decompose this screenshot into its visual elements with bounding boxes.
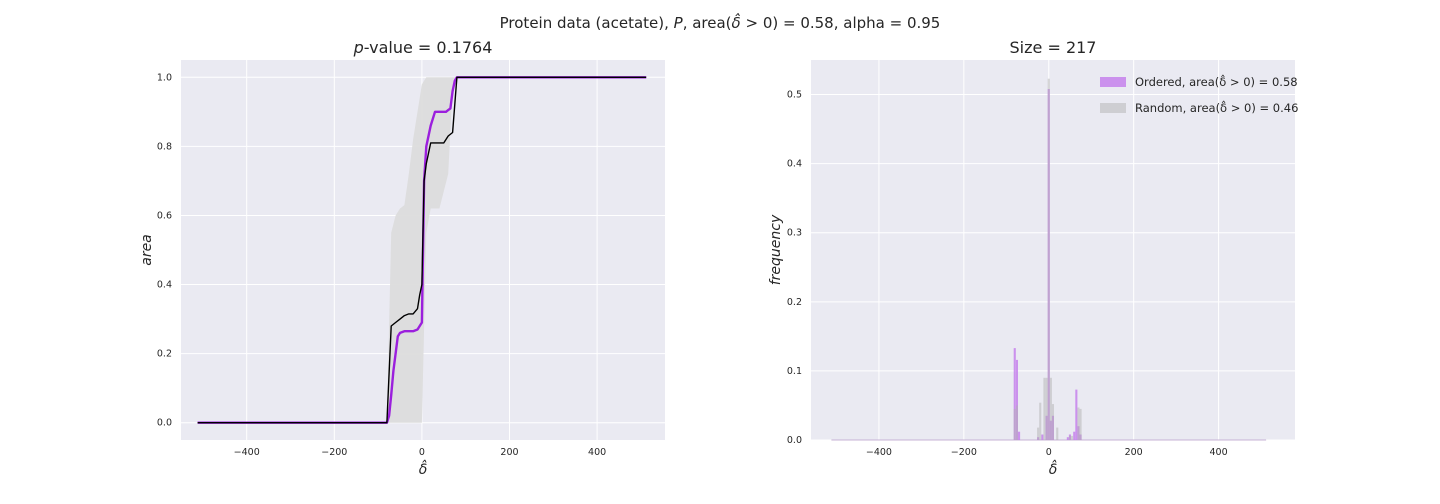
right-y-ticks: 0.0 0.1 0.2 0.3 0.4 0.5 bbox=[787, 90, 802, 446]
right-x-ticks: −400 −200 0 200 400 bbox=[866, 447, 1228, 458]
ordered-histogram-bar bbox=[1041, 434, 1044, 440]
right-x-tick-label: 0 bbox=[1046, 447, 1052, 458]
right-y-tick-label: 0.5 bbox=[787, 90, 802, 101]
right-y-axis-label: frequency bbox=[768, 214, 784, 285]
right-y-tick-label: 0.2 bbox=[787, 297, 802, 308]
random-histogram-bar bbox=[1013, 408, 1016, 440]
random-histogram-bar bbox=[1043, 377, 1046, 440]
ordered-histogram-bar bbox=[1066, 437, 1069, 440]
left-x-tick-label: −200 bbox=[321, 447, 347, 458]
left-y-tick-label: 0.6 bbox=[157, 210, 172, 221]
left-y-tick-label: 0.8 bbox=[157, 141, 172, 152]
left-y-axis-label: area bbox=[139, 234, 155, 266]
left-x-axis-label: δ̂ bbox=[419, 459, 428, 478]
left-x-tick-label: 0 bbox=[419, 447, 425, 458]
random-histogram-bar bbox=[1047, 78, 1050, 440]
right-histogram-bars bbox=[831, 78, 1267, 441]
right-x-tick-label: −200 bbox=[951, 447, 977, 458]
left-x-tick-label: 400 bbox=[588, 447, 606, 458]
left-x-tick-label: 200 bbox=[500, 447, 518, 458]
legend-swatch-random bbox=[1100, 103, 1126, 113]
ordered-histogram-bar bbox=[1075, 389, 1078, 440]
right-panel-title: Size = 217 bbox=[1010, 38, 1097, 57]
random-histogram-bar bbox=[1068, 435, 1071, 440]
ordered-histogram-bar bbox=[1013, 348, 1016, 440]
random-histogram-bar bbox=[1071, 435, 1074, 440]
legend-swatch-ordered bbox=[1100, 77, 1126, 87]
left-panel-title: p-value = 0.1764 bbox=[353, 38, 493, 57]
left-y-ticks: 0.0 0.2 0.4 0.6 0.8 1.0 bbox=[157, 72, 172, 428]
right-y-tick-label: 0.1 bbox=[787, 366, 802, 377]
figure-suptitle: Protein data (acetate), P, area(δ̂ > 0) … bbox=[500, 12, 941, 32]
random-histogram-bar bbox=[1051, 404, 1054, 440]
random-histogram-bar bbox=[1015, 405, 1018, 440]
right-plot-area bbox=[811, 60, 1295, 440]
right-y-tick-label: 0.3 bbox=[787, 228, 802, 239]
left-y-tick-label: 0.0 bbox=[157, 418, 172, 429]
random-histogram-bar bbox=[1049, 377, 1052, 440]
left-x-tick-label: −400 bbox=[234, 447, 260, 458]
legend-label-random: Random, area(δ̂ > 0) = 0.46 bbox=[1135, 99, 1298, 115]
ordered-histogram-bar bbox=[1073, 431, 1076, 440]
left-y-tick-label: 1.0 bbox=[157, 72, 172, 83]
random-histogram-bar bbox=[1077, 407, 1080, 440]
ordered-histogram-bar bbox=[1015, 359, 1018, 440]
right-y-tick-label: 0.0 bbox=[787, 435, 802, 446]
random-histogram-bar bbox=[1037, 427, 1040, 440]
left-x-ticks: −400 −200 0 200 400 bbox=[234, 447, 607, 458]
random-histogram-bar bbox=[1039, 402, 1042, 440]
right-x-tick-label: 200 bbox=[1125, 447, 1143, 458]
right-panel-histogram: −400 −200 0 200 400 0.0 0.1 0.2 0.3 0.4 0.5 Size … bbox=[768, 38, 1298, 478]
legend-label-ordered: Ordered, area(δ̂ > 0) = 0.58 bbox=[1135, 73, 1298, 89]
random-histogram-bar bbox=[1079, 408, 1082, 440]
right-y-tick-label: 0.4 bbox=[787, 159, 802, 170]
random-histogram-bar bbox=[1056, 427, 1059, 440]
left-y-tick-label: 0.2 bbox=[157, 349, 172, 360]
right-x-tick-label: −400 bbox=[866, 447, 892, 458]
left-panel-cumulative-area: −400 −200 0 200 400 0.0 0.2 0.4 0.6 0.8 1.0 p-val… bbox=[139, 38, 665, 478]
left-series-lines bbox=[197, 76, 647, 424]
right-legend: Ordered, area(δ̂ > 0) = 0.58 Random, are… bbox=[1100, 73, 1298, 115]
random-area-line bbox=[197, 76, 647, 424]
random-histogram-bar bbox=[1045, 377, 1048, 440]
right-x-axis-label: δ̂ bbox=[1049, 459, 1058, 478]
left-y-tick-label: 0.4 bbox=[157, 280, 172, 291]
ordered-histogram-bar bbox=[1018, 431, 1021, 440]
right-x-tick-label: 400 bbox=[1210, 447, 1228, 458]
